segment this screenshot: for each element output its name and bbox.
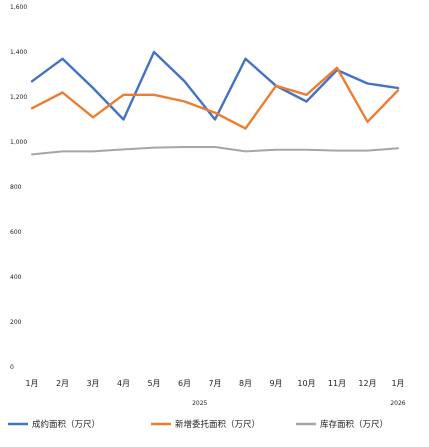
x-tick-label: 3月 (86, 379, 99, 388)
y-tick-label: 0 (10, 364, 14, 371)
x-tick-label: 8月 (239, 379, 252, 388)
legend-label-2: 新增委托面积（万尺） (175, 419, 260, 430)
legend: 成约面积（万尺） 新增委托面积（万尺） 库存面积（万尺） (8, 419, 388, 430)
x-year-label: 2026 (390, 400, 405, 407)
x-tick-label: 12月 (358, 379, 376, 388)
x-tick-label: 5月 (147, 379, 160, 388)
x-tick-label: 1月 (25, 379, 38, 388)
y-tick-label: 400 (10, 274, 22, 281)
y-axis: 0 200 400 600 800 1,000 1,200 1,400 1,600 (10, 4, 27, 371)
x-tick-label: 1月 (391, 379, 404, 388)
x-year-label: 2025 (192, 400, 207, 407)
legend-label-1: 成约面积（万尺） (32, 419, 100, 430)
x-tick-label: 6月 (178, 379, 191, 388)
y-tick-label: 1,000 (10, 139, 27, 146)
series-line-3 (31, 146, 399, 156)
y-tick-label: 800 (10, 184, 22, 191)
series-line-2 (30, 66, 400, 130)
legend-label-3: 库存面积（万尺） (320, 419, 388, 430)
series-layer (30, 50, 400, 156)
x-tick-label: 4月 (117, 379, 130, 388)
x-axis: 1月 2月 3月 4月 5月 6月 7月 8月 9月 10月 11月 12月 1月 2025 2026 (25, 379, 405, 407)
y-tick-label: 1,400 (10, 49, 27, 56)
y-tick-label: 600 (10, 229, 22, 236)
x-tick-label: 9月 (269, 379, 282, 388)
series-line-1 (30, 50, 400, 121)
x-tick-label: 2月 (56, 379, 69, 388)
y-tick-label: 200 (10, 319, 22, 326)
y-tick-label: 1,600 (10, 4, 27, 11)
x-tick-label: 10月 (297, 379, 315, 388)
x-tick-label: 7月 (208, 379, 221, 388)
y-tick-label: 1,200 (10, 94, 27, 101)
x-tick-label: 11月 (328, 379, 346, 388)
